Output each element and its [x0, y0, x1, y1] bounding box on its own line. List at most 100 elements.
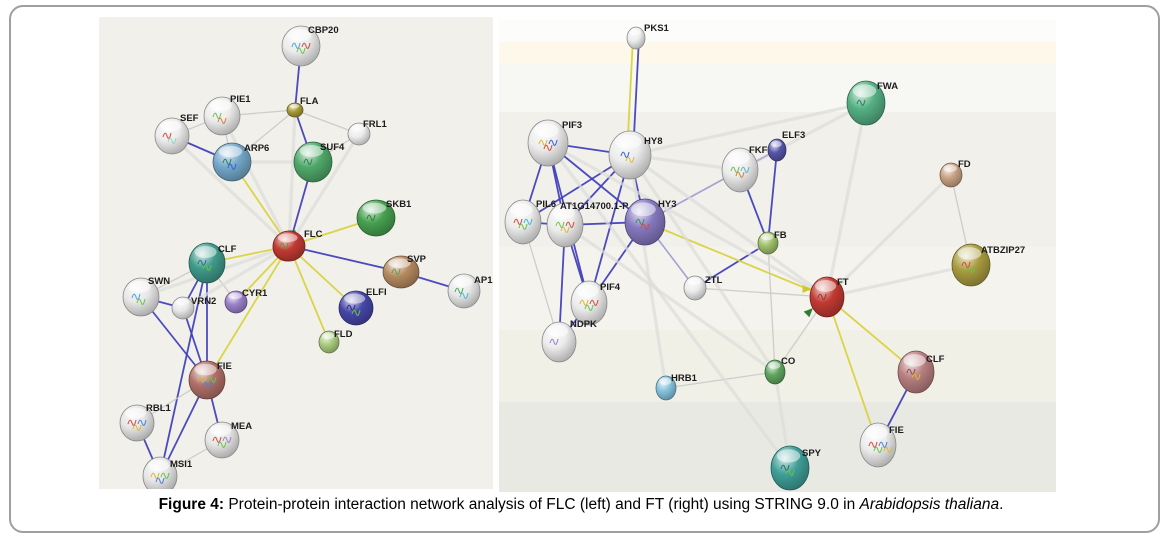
- node-MSI1[interactable]: MSI1: [142, 456, 193, 489]
- edge-FLC-SVP: [288, 245, 402, 273]
- protein-structure-glyph: [303, 158, 313, 165]
- edge-HY8-CO: [628, 153, 777, 374]
- protein-structure-glyph: [222, 436, 232, 443]
- edge-FLC-FIE: [206, 245, 290, 381]
- node-label-FRL1: FRL1: [363, 119, 387, 130]
- network-panel-ft: PKS1 PIF3 HY8 FKF1 ELF3 FWA FD ATBZIP27 PIL6 AT1G…: [499, 20, 1056, 492]
- protein-structure-glyph: [906, 368, 916, 375]
- node-ATBZIP27[interactable]: ATBZIP27: [951, 243, 1025, 287]
- node-CO[interactable]: CO: [764, 356, 795, 385]
- protein-structure-glyph: [217, 117, 227, 124]
- node-FWA[interactable]: FWA: [846, 80, 898, 126]
- node-PKS1[interactable]: PKS1: [626, 23, 670, 50]
- protein-structure-glyph: [212, 112, 222, 119]
- protein-structure-glyph: [523, 218, 533, 225]
- node-AT1G[interactable]: AT1G14700.1-P: [546, 201, 629, 248]
- node-PIF4[interactable]: PIF4: [570, 280, 621, 326]
- node-HY3[interactable]: HY3: [624, 198, 676, 246]
- node-CLF[interactable]: CLF: [897, 350, 945, 394]
- protein-structure-glyph: [868, 441, 878, 448]
- node-label-ATBZIP27: ATBZIP27: [981, 245, 1025, 256]
- protein-structure-glyph: [301, 42, 311, 49]
- node-label-CYR1: CYR1: [242, 288, 268, 299]
- protein-structure-glyph: [635, 218, 645, 225]
- node-FLD[interactable]: FLD: [318, 329, 353, 354]
- node-CBP20[interactable]: CBP20: [281, 25, 339, 67]
- node-SUF4[interactable]: SUF4: [293, 141, 345, 183]
- node-FLA[interactable]: FLA: [286, 96, 319, 118]
- node-FD[interactable]: FD: [939, 159, 971, 188]
- node-FB[interactable]: FB: [757, 230, 787, 255]
- protein-structure-glyph: [589, 299, 599, 306]
- node-SPY[interactable]: SPY: [770, 445, 822, 491]
- node-label-SKB1: SKB1: [386, 199, 412, 210]
- node-SVP[interactable]: SVP: [382, 254, 427, 289]
- protein-structure-glyph: [878, 441, 888, 448]
- edge-FLC-FLD: [288, 245, 330, 343]
- protein-structure-glyph: [730, 166, 740, 173]
- protein-structure-glyph: [560, 226, 570, 233]
- protein-structure-glyph: [212, 436, 222, 443]
- node-label-PKS1: PKS1: [644, 23, 670, 34]
- node-CLF[interactable]: CLF: [188, 242, 237, 284]
- edge-FLA-FLC: [287, 108, 297, 248]
- protein-structure-glyph: [873, 446, 883, 453]
- edge-HY8-FT: [628, 153, 829, 299]
- protein-structure-glyph: [162, 132, 172, 139]
- protein-structure-glyph: [207, 376, 217, 383]
- node-ELFI[interactable]: ELFI: [338, 287, 387, 326]
- caption-period: .: [999, 496, 1004, 513]
- node-FLC[interactable]: FLC: [272, 229, 323, 262]
- node-FIE[interactable]: FIE: [859, 422, 904, 468]
- node-PIL6[interactable]: PIL6: [504, 199, 556, 245]
- node-SKB1[interactable]: SKB1: [356, 199, 412, 237]
- node-FT[interactable]: FT: [809, 276, 849, 318]
- node-HRB1[interactable]: HRB1: [655, 373, 698, 401]
- node-VRN2[interactable]: VRN2: [171, 296, 216, 320]
- node-PIF3[interactable]: PIF3: [527, 119, 582, 167]
- protein-structure-glyph: [513, 218, 523, 225]
- edge-FRL1-FLC: [287, 132, 361, 248]
- node-label-SUF4: SUF4: [320, 142, 345, 153]
- node-ZTL[interactable]: ZTL: [683, 275, 723, 301]
- protein-structure-glyph: [911, 373, 921, 380]
- node-label-PIL6: PIL6: [536, 199, 556, 210]
- protein-structure-glyph: [459, 292, 469, 299]
- protein-structure-glyph: [740, 166, 750, 173]
- node-label-SPY: SPY: [802, 448, 822, 459]
- node-FKF1[interactable]: FKF1: [721, 145, 773, 193]
- node-FRL1[interactable]: FRL1: [347, 119, 387, 146]
- node-NDPK[interactable]: NDPK: [541, 319, 597, 363]
- protein-structure-glyph: [640, 223, 650, 230]
- node-RBL1[interactable]: RBL1: [119, 403, 172, 442]
- node-SEF[interactable]: SEF: [154, 113, 199, 155]
- node-ELF3[interactable]: ELF3: [767, 130, 805, 162]
- node-FIE[interactable]: FIE: [188, 360, 232, 400]
- node-label-HY8: HY8: [644, 136, 662, 147]
- protein-structure-glyph: [366, 214, 376, 221]
- node-ARP6[interactable]: ARP6: [212, 142, 269, 182]
- protein-structure-glyph: [549, 338, 559, 345]
- protein-structure-glyph: [454, 287, 464, 294]
- edge-ZTL-FT: [694, 287, 828, 298]
- protein-structure-glyph: [543, 144, 553, 151]
- protein-structure-glyph: [351, 309, 361, 316]
- node-MEA[interactable]: MEA: [204, 421, 252, 459]
- node-label-CLF: CLF: [926, 354, 945, 365]
- node-label-HY3: HY3: [658, 199, 676, 210]
- node-label-MSI1: MSI1: [170, 459, 193, 470]
- edge-FT-FWA: [825, 101, 868, 299]
- node-AP1[interactable]: AP1: [447, 273, 493, 309]
- node-label-SVP: SVP: [407, 254, 427, 265]
- node-SWN[interactable]: SWN: [122, 276, 170, 317]
- protein-structure-glyph: [150, 472, 160, 479]
- node-PIE1[interactable]: PIE1: [203, 94, 251, 136]
- node-CYR1[interactable]: CYR1: [224, 288, 268, 314]
- node-label-FWA: FWA: [877, 81, 898, 92]
- edge-FLC-VRN2: [181, 244, 291, 310]
- node-label-HRB1: HRB1: [671, 373, 698, 384]
- protein-structure-glyph: [620, 151, 630, 158]
- edge-FT-FD: [825, 173, 953, 299]
- node-HY8[interactable]: HY8: [608, 130, 662, 180]
- protein-structure-glyph: [780, 464, 790, 471]
